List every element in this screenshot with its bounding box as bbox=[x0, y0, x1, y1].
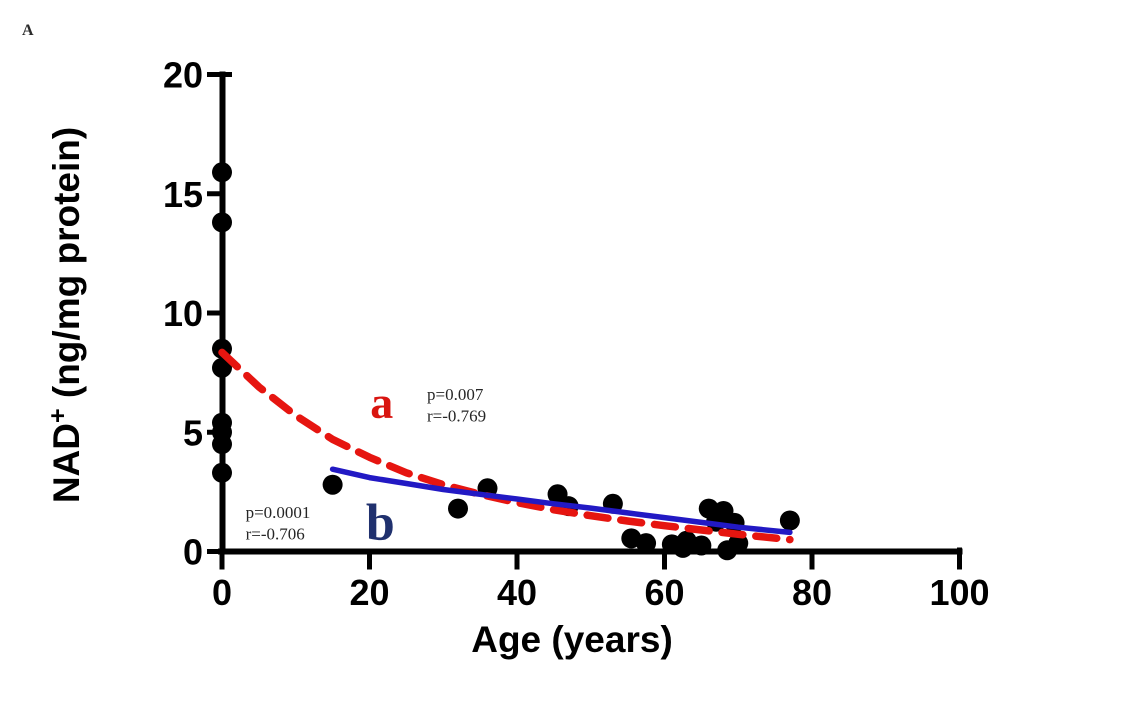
panel-label: A bbox=[22, 22, 34, 39]
x-tick-label: 0 bbox=[212, 572, 232, 613]
y-tick-label: 0 bbox=[183, 532, 203, 573]
data-point bbox=[212, 162, 232, 183]
y-tick-label: 10 bbox=[163, 293, 203, 334]
y-tick-label: 5 bbox=[183, 412, 203, 453]
data-point bbox=[779, 510, 800, 531]
y-tick-label: 20 bbox=[163, 55, 203, 96]
curve-a-letter: a bbox=[370, 377, 393, 428]
curve-b-r: r=-0.706 bbox=[246, 525, 305, 544]
x-axis-title: Age (years) bbox=[471, 619, 673, 660]
curve-b-p: p=0.0001 bbox=[246, 503, 311, 522]
y-axis-title: NAD+ (ng/mg protein) bbox=[44, 127, 87, 503]
x-tick-label: 60 bbox=[644, 572, 684, 613]
y-tick-label: 15 bbox=[163, 174, 203, 215]
x-tick-label: 20 bbox=[349, 572, 389, 613]
x-tick-label: 80 bbox=[792, 572, 832, 613]
data-point bbox=[322, 474, 343, 495]
curve-a-p: p=0.007 bbox=[427, 385, 484, 404]
data-point bbox=[448, 498, 468, 519]
curve-a-r: r=-0.769 bbox=[427, 407, 486, 426]
regression-curve-b bbox=[329, 466, 793, 536]
x-tick-label: 100 bbox=[929, 572, 989, 613]
x-tick-label: 40 bbox=[497, 572, 537, 613]
data-point bbox=[212, 212, 232, 233]
data-point bbox=[212, 357, 232, 378]
data-point bbox=[636, 533, 657, 554]
data-point bbox=[691, 535, 712, 556]
curve-b-letter: b bbox=[366, 495, 395, 552]
data-point bbox=[212, 434, 232, 455]
data-point bbox=[212, 462, 232, 483]
